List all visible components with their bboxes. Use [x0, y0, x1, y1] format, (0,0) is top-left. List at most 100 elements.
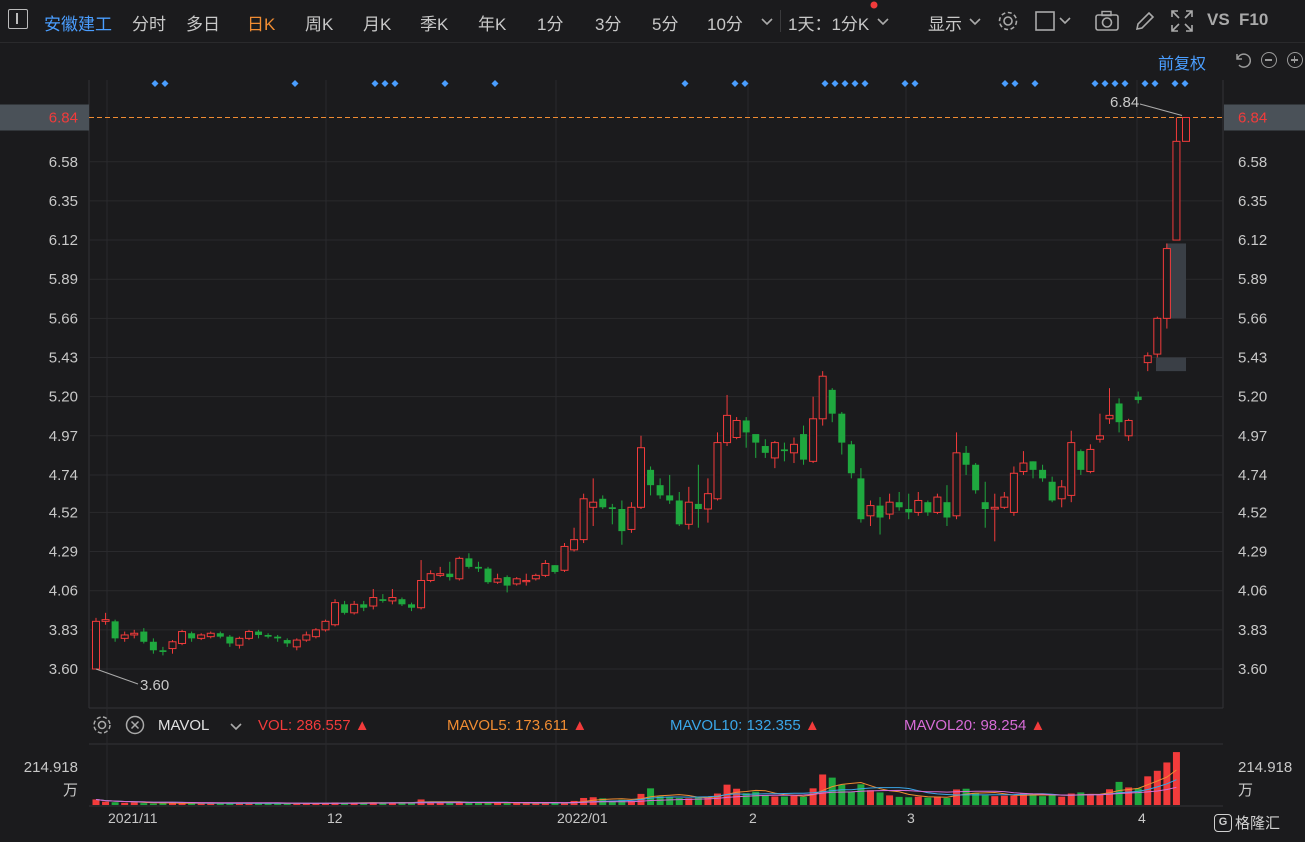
interval-select[interactable]: 1天：1分K [788, 15, 870, 34]
tab-yearly-k[interactable]: 年K [478, 15, 507, 34]
tab-3min[interactable]: 3分 [595, 15, 622, 34]
volume-bar [953, 789, 961, 805]
candle-body [924, 502, 932, 513]
volume-bar [331, 802, 339, 805]
volume-bar [675, 797, 683, 805]
candle-body [388, 597, 397, 602]
event-marker [1121, 80, 1129, 87]
volume-bar [188, 802, 196, 805]
candle-body [1095, 435, 1104, 440]
candle-body [1182, 117, 1190, 142]
undo-icon[interactable] [1233, 51, 1251, 69]
gear-icon[interactable] [997, 10, 1019, 32]
candle-body [522, 579, 531, 583]
volume-axis-label-left: 214.918 [24, 759, 78, 776]
brand-logo: G 格隆汇 [1214, 812, 1280, 833]
display-select[interactable]: 显示 [928, 15, 962, 34]
volume-bar [321, 802, 329, 805]
candle-body [866, 505, 875, 517]
date-tick-label: 12 [327, 810, 343, 826]
tab-quarterly-k[interactable]: 季K [420, 15, 449, 34]
close-icon[interactable] [125, 715, 145, 735]
volume-bar [446, 802, 454, 805]
price-tick-label-right: 4.74 [1238, 467, 1267, 484]
volume-bar [1086, 793, 1094, 805]
volume-bar [474, 802, 482, 805]
candle-body [311, 629, 320, 638]
expand-icon[interactable] [1171, 10, 1193, 32]
candle-body [666, 495, 674, 501]
tab-daily-k[interactable]: 日K [247, 15, 276, 34]
chevron-down-icon[interactable] [229, 720, 243, 734]
sidebar-toggle-icon[interactable] [8, 9, 28, 29]
volume-bar [819, 774, 827, 805]
volume-bar [293, 803, 301, 805]
current-price-label-right: 6.84 [1238, 110, 1267, 127]
candle-body [168, 641, 177, 650]
candle-body [972, 464, 980, 491]
stock-name[interactable]: 安徽建工 [44, 15, 112, 34]
event-marker [831, 80, 839, 87]
candle-body [1172, 140, 1181, 241]
candle-body [876, 505, 884, 518]
volume-bar [168, 803, 176, 805]
candle-body [1039, 469, 1047, 479]
price-tick-label-right: 5.43 [1238, 350, 1267, 367]
candle-body [618, 508, 626, 532]
chevron-down-icon[interactable] [760, 14, 774, 28]
mavol5-value: 173.611 [515, 717, 569, 734]
mavol20-label: MAVOL20: [904, 717, 977, 734]
event-marker [731, 80, 739, 87]
volume-bar [1067, 793, 1075, 805]
candle-body [1000, 496, 1009, 508]
f10-button[interactable]: F10 [1239, 10, 1269, 29]
tab-monthly-k[interactable]: 月K [363, 15, 392, 34]
event-marker [851, 80, 859, 87]
candle-body [742, 420, 750, 433]
candle-body [1057, 486, 1066, 500]
tab-1min[interactable]: 1分 [537, 15, 564, 34]
current-price-box-left [0, 104, 89, 131]
price-tick-label-right: 5.20 [1238, 389, 1267, 406]
tab-5min[interactable]: 5分 [652, 15, 679, 34]
candle-body [244, 631, 253, 639]
volume-bar [838, 784, 846, 805]
event-marker [1031, 80, 1039, 87]
candle-body [1067, 442, 1076, 496]
tab-10min[interactable]: 10分 [707, 15, 743, 34]
tab-intraday[interactable]: 分时 [132, 15, 166, 34]
zoom-in-icon[interactable] [1287, 52, 1303, 68]
volume-bar [933, 796, 941, 805]
volume-bar [149, 803, 157, 805]
candle-body [1048, 481, 1056, 501]
camera-icon[interactable] [1095, 10, 1119, 32]
volume-bar [780, 796, 788, 805]
gear-icon[interactable] [92, 715, 112, 735]
chevron-down-icon[interactable] [968, 14, 982, 28]
vol-label: VOL: [258, 717, 293, 734]
candle-body [321, 620, 330, 631]
vs-button[interactable]: VS [1207, 10, 1230, 29]
candle-body [493, 578, 502, 583]
price-tick-label-left: 4.29 [49, 544, 78, 561]
date-tick-label: 4 [1138, 810, 1146, 826]
zoom-out-icon[interactable] [1261, 52, 1277, 68]
tab-multi-day[interactable]: 多日 [186, 15, 220, 34]
event-marker [1141, 80, 1149, 87]
candle-body [551, 565, 559, 572]
price-tick-label-right: 6.58 [1238, 154, 1267, 171]
pencil-icon[interactable] [1134, 10, 1156, 32]
date-tick-label: 3 [907, 810, 915, 826]
volume-axis-label-right: 214.918 [1238, 759, 1292, 776]
chevron-down-icon[interactable] [876, 14, 890, 28]
adjust-mode[interactable]: 前复权 [1158, 56, 1207, 73]
price-tick-label-right: 4.97 [1238, 428, 1267, 445]
tab-weekly-k[interactable]: 周K [305, 15, 334, 34]
square-icon[interactable] [1035, 10, 1075, 32]
price-tick-label-left: 6.58 [49, 154, 78, 171]
price-tick-label-right: 3.83 [1238, 622, 1267, 639]
candle-body [417, 579, 426, 609]
indicator-name[interactable]: MAVOL [158, 717, 210, 734]
candle-body [408, 604, 416, 608]
